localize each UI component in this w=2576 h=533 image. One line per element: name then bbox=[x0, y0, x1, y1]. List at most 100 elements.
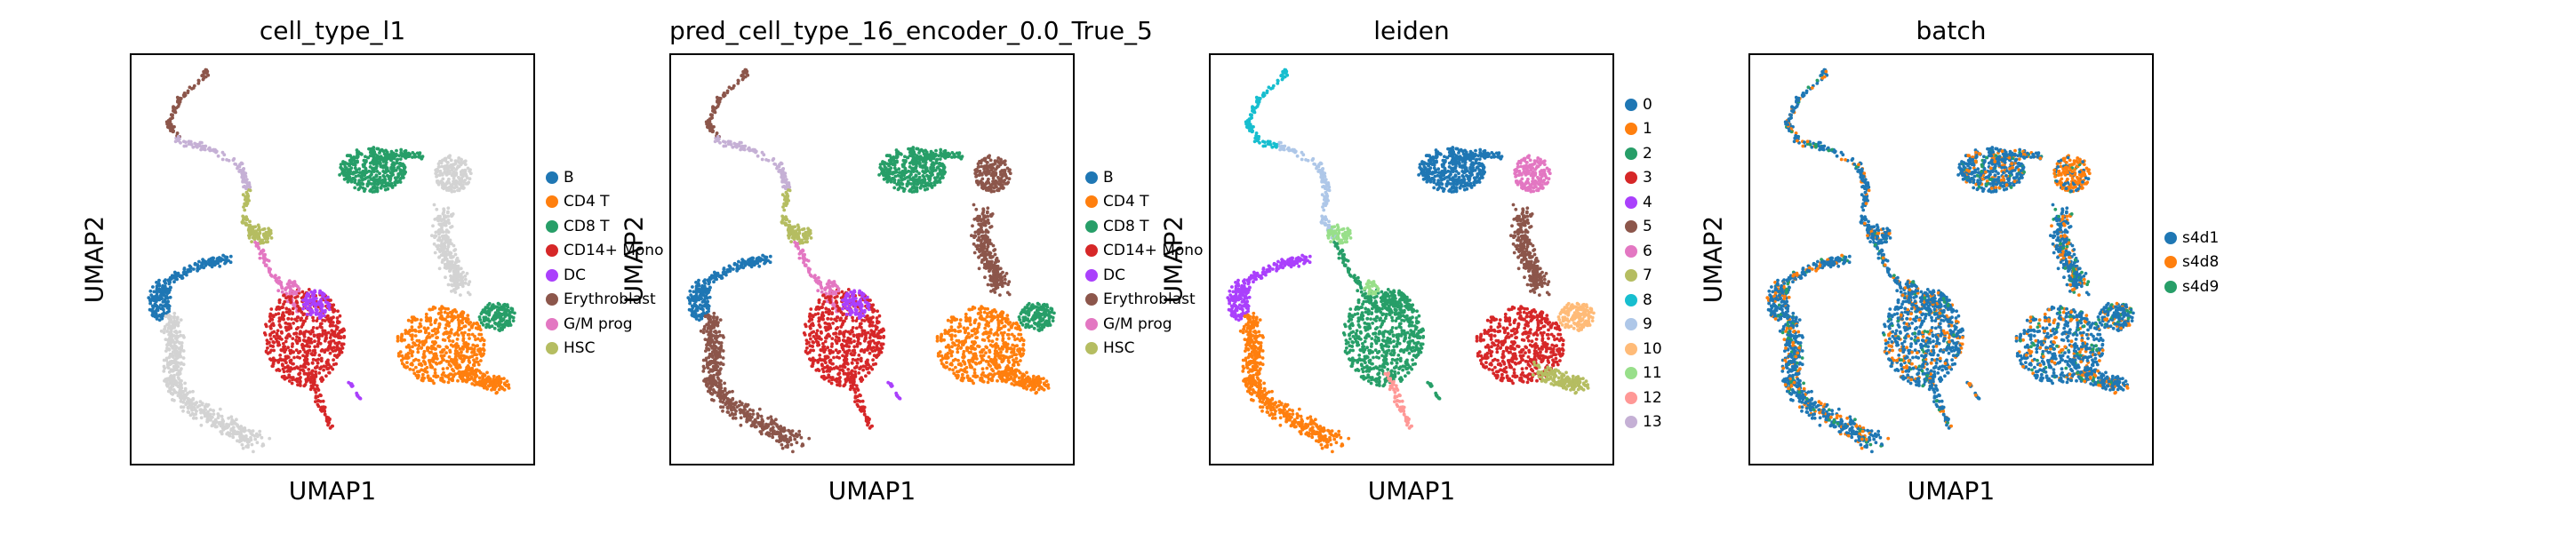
cell-point bbox=[449, 187, 453, 190]
cell-point bbox=[450, 173, 454, 178]
cell-point bbox=[275, 307, 278, 311]
cell-point bbox=[313, 345, 317, 349]
cell-point bbox=[498, 329, 502, 332]
cell-point bbox=[434, 171, 438, 176]
cell-point bbox=[342, 329, 346, 332]
cell-point bbox=[387, 169, 390, 173]
cell-point bbox=[306, 302, 310, 306]
cell-point bbox=[467, 346, 470, 350]
panel-title: pred_cell_type_16_encoder_0.0_True_5 bbox=[669, 16, 1153, 45]
cell-point bbox=[184, 140, 188, 144]
cell-point bbox=[245, 437, 250, 442]
cell-point bbox=[285, 334, 290, 338]
cell-point bbox=[491, 303, 495, 307]
cell-point bbox=[362, 177, 366, 181]
cell-point bbox=[292, 355, 296, 360]
cell-point bbox=[203, 147, 207, 152]
cell-point bbox=[328, 351, 332, 355]
cell-point bbox=[440, 235, 444, 238]
cell-point bbox=[458, 179, 462, 183]
legend-label: CD14+ Mono bbox=[564, 242, 664, 260]
cell-point bbox=[304, 316, 308, 321]
cell-point bbox=[423, 367, 428, 371]
cell-point bbox=[453, 252, 458, 257]
cell-point bbox=[327, 370, 331, 375]
cell-point bbox=[268, 324, 273, 329]
cell-point bbox=[289, 366, 292, 370]
cell-point bbox=[311, 319, 316, 322]
cell-point bbox=[742, 408, 746, 412]
cell-point bbox=[451, 310, 454, 314]
cell-point bbox=[248, 188, 252, 193]
cell-point bbox=[797, 231, 802, 235]
cell-point bbox=[330, 329, 334, 332]
cell-point bbox=[378, 180, 382, 185]
cell-point bbox=[735, 144, 739, 147]
cell-point bbox=[268, 436, 272, 441]
cell-point bbox=[453, 363, 458, 367]
cell-point bbox=[268, 270, 271, 274]
cell-point bbox=[398, 177, 403, 181]
cell-point bbox=[269, 236, 274, 240]
cell-point bbox=[784, 190, 788, 195]
cell-point bbox=[420, 339, 425, 344]
cell-point bbox=[220, 414, 224, 418]
cell-point bbox=[388, 177, 391, 181]
cell-point bbox=[287, 307, 292, 312]
cell-point bbox=[241, 437, 245, 442]
cell-point bbox=[742, 414, 747, 418]
cell-point bbox=[364, 168, 368, 171]
cell-point bbox=[211, 256, 214, 260]
cell-point bbox=[229, 428, 233, 433]
cell-point bbox=[263, 252, 267, 257]
cell-point bbox=[717, 371, 722, 376]
cell-point bbox=[282, 342, 285, 346]
cell-point bbox=[444, 235, 448, 238]
cell-point bbox=[792, 434, 796, 438]
cell-point bbox=[313, 351, 317, 354]
cell-point bbox=[513, 311, 516, 315]
cell-point bbox=[735, 405, 740, 409]
cell-point bbox=[433, 321, 437, 325]
cluster-cd4 bbox=[396, 305, 486, 386]
cell-point bbox=[437, 322, 442, 326]
cell-point bbox=[436, 179, 440, 183]
cell-point bbox=[699, 329, 703, 333]
cell-point bbox=[247, 428, 251, 433]
cell-point bbox=[314, 390, 318, 394]
cell-point bbox=[261, 442, 265, 446]
cell-point bbox=[497, 315, 500, 319]
cell-point bbox=[444, 230, 448, 234]
cell-point bbox=[210, 265, 214, 269]
cell-point bbox=[242, 429, 246, 434]
cell-point bbox=[493, 311, 498, 315]
cell-point bbox=[384, 165, 388, 170]
cell-point bbox=[460, 360, 465, 364]
cell-point bbox=[298, 371, 302, 375]
cell-point bbox=[356, 187, 361, 192]
cell-point bbox=[378, 149, 382, 153]
cell-point bbox=[791, 449, 795, 454]
cell-point bbox=[307, 368, 311, 371]
cell-point bbox=[268, 314, 272, 319]
cell-point bbox=[244, 186, 248, 189]
cell-point bbox=[370, 182, 374, 186]
cell-point bbox=[375, 164, 379, 168]
cell-point bbox=[440, 164, 444, 169]
cell-point bbox=[255, 441, 260, 445]
cell-point bbox=[357, 396, 362, 401]
cell-point bbox=[289, 326, 293, 330]
cell-point bbox=[779, 432, 783, 436]
cell-point bbox=[398, 180, 403, 184]
cell-point bbox=[338, 173, 341, 177]
cell-point bbox=[477, 332, 482, 337]
cell-point bbox=[188, 413, 193, 418]
cell-point bbox=[191, 389, 195, 394]
cell-point bbox=[190, 402, 194, 406]
cell-point bbox=[769, 415, 773, 419]
cell-point bbox=[810, 274, 813, 278]
cell-point bbox=[456, 278, 460, 282]
cell-point bbox=[300, 310, 304, 314]
cell-point bbox=[345, 154, 349, 158]
cell-point bbox=[332, 354, 337, 358]
